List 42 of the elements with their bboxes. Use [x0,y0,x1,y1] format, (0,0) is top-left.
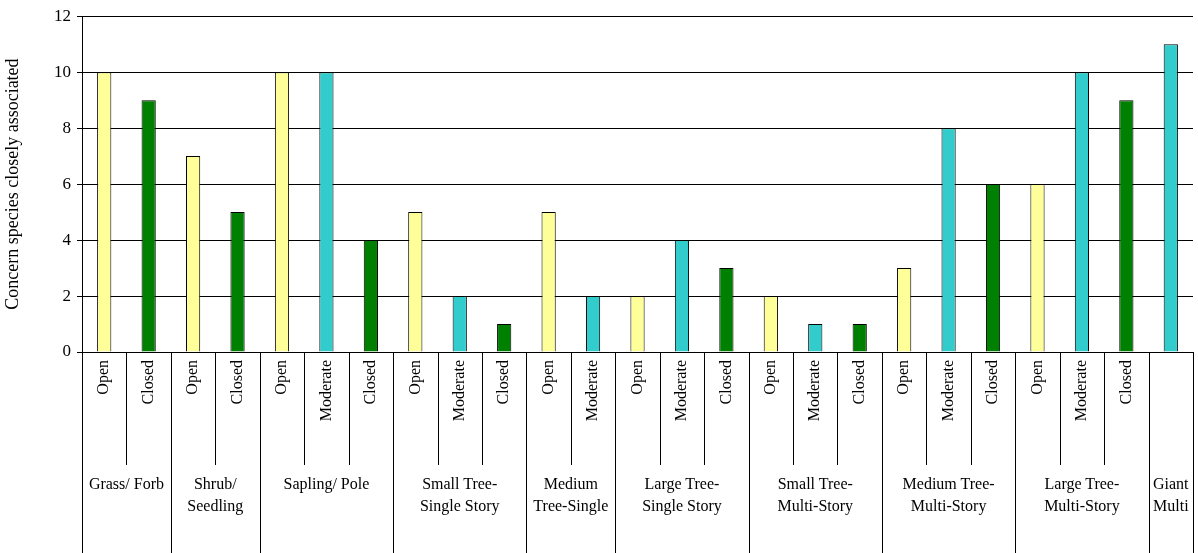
x-tick-label: Closed [494,360,512,405]
text: Large Tree-Single Story [641,474,723,517]
y-tick-label: 6 [62,173,71,193]
x-tick-label: Open [405,360,424,395]
y-axis-title: Concern species closely associated [1,58,22,310]
x-tick-label: Closed [138,360,156,405]
text: Shrub/ Seedling [186,474,245,517]
text: Sapling/ Pole [282,474,371,495]
x-tick-label: Open [1027,360,1046,395]
text: Giant Multi [1152,474,1190,516]
x-tick-label: Open [183,360,202,395]
text: Grass/ Forb [87,474,165,494]
text: Medium Tree-Multi-Story [901,474,996,517]
y-tick-label: 8 [62,117,71,137]
x-tick-label: Closed [227,360,245,405]
x-tick-label: Moderate [1072,360,1090,422]
text: Small Tree-Multi-Story [776,474,855,517]
y-tick-label: 2 [62,285,71,305]
x-tick-label: Open [94,360,113,395]
x-tick-label: Moderate [672,360,690,422]
x-tick-label: Moderate [316,360,334,422]
x-tick-label: Moderate [805,360,823,422]
x-tick-label: Closed [716,360,734,405]
y-tick-label: 4 [62,229,72,249]
y-tick-label: 10 [54,61,71,81]
text: Medium Tree-Single [532,474,610,517]
x-tick-label: Closed [983,360,1001,405]
x-tick-label: Open [894,360,913,395]
text: Large Tree-Multi-Story [1043,474,1121,517]
x-tick-label: Closed [1116,360,1134,405]
x-tick-label: Open [272,360,291,395]
x-tick-label: Closed [849,360,867,405]
y-tick-label: 0 [62,341,71,361]
x-tick-label: Open [538,360,557,395]
text: Small Tree-Single Story [418,474,501,517]
x-tick-label: Moderate [583,360,601,422]
y-tick-label: 12 [54,5,71,25]
x-tick-label: Open [627,360,646,395]
x-tick-label: Moderate [938,360,956,422]
x-tick-label: Open [761,360,780,395]
x-tick-label: Moderate [449,360,467,422]
x-tick-label: Closed [361,360,379,405]
